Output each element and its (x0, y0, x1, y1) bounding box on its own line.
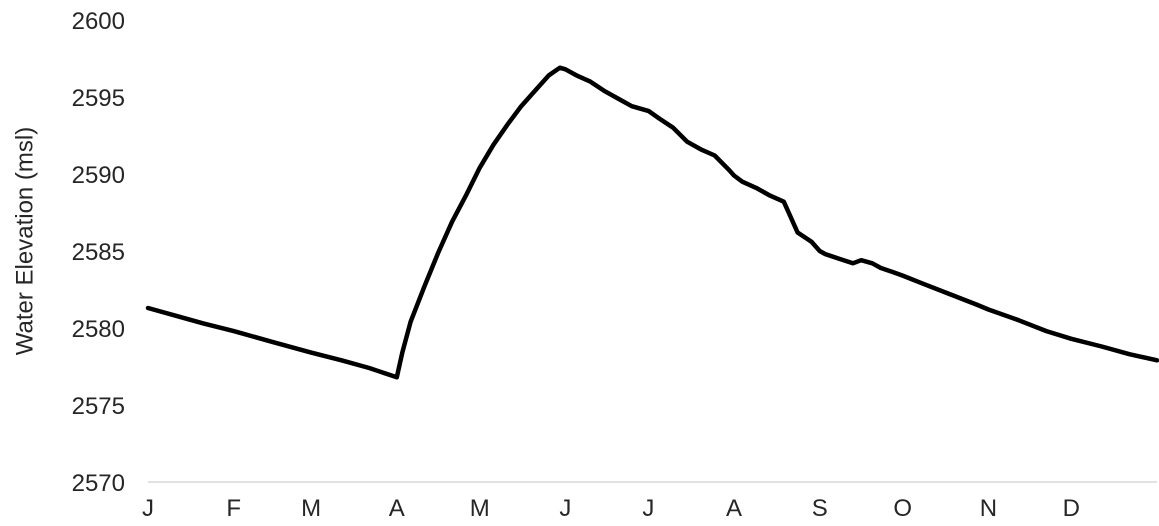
y-tick-label: 2585 (72, 239, 125, 266)
y-tick-label: 2595 (72, 85, 125, 112)
x-tick-label: M (301, 495, 321, 522)
x-tick-label: N (980, 495, 997, 522)
x-tick-label: S (812, 495, 828, 522)
series-layer (145, 65, 1159, 380)
y-axis-title: Water Elevation (msl) (11, 127, 38, 356)
y-tick-label: 2600 (72, 8, 125, 35)
x-tick-label: A (389, 495, 405, 522)
series-line (145, 65, 1159, 380)
y-tick-label: 2575 (72, 393, 125, 420)
y-tick-label: 2570 (72, 470, 125, 497)
x-tick-label: D (1063, 495, 1080, 522)
x-tick-label: F (226, 495, 241, 522)
y-axis-tick-labels: 2570 2575 2580 2585 2590 2595 2600 (72, 8, 125, 497)
x-tick-label: O (893, 495, 912, 522)
x-tick-label: J (142, 495, 154, 522)
x-tick-label: J (559, 495, 571, 522)
y-tick-label: 2580 (72, 316, 125, 343)
x-tick-label: A (726, 495, 742, 522)
x-tick-label: J (642, 495, 654, 522)
y-tick-label: 2590 (72, 162, 125, 189)
x-tick-label: M (470, 495, 490, 522)
